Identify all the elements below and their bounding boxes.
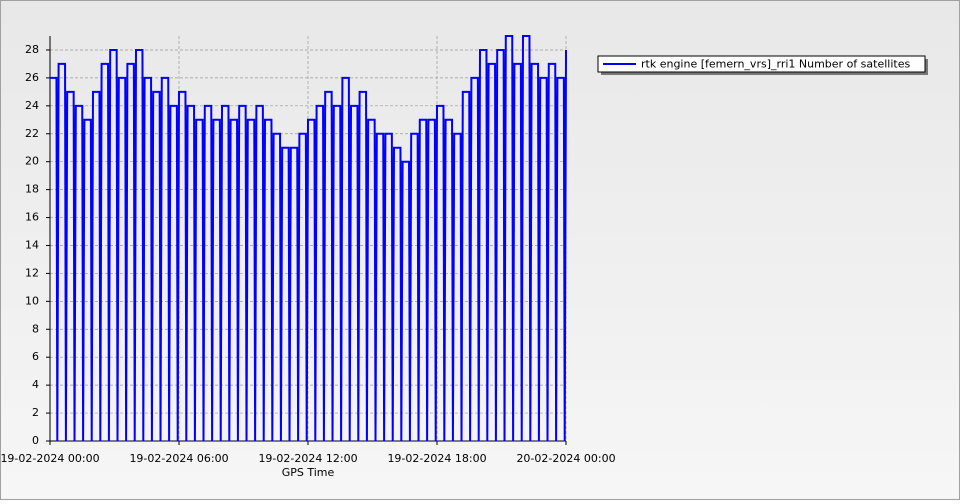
y-tick-label: 4 <box>32 378 39 391</box>
y-tick-label: 24 <box>25 99 39 112</box>
y-tick-label: 26 <box>25 71 39 84</box>
x-tick-label: 19-02-2024 12:00 <box>258 452 357 465</box>
y-tick-label: 10 <box>25 294 39 307</box>
x-tick-label: 19-02-2024 18:00 <box>387 452 486 465</box>
y-tick-label: 12 <box>25 266 39 279</box>
y-tick-label: 20 <box>25 155 39 168</box>
y-tick-label: 0 <box>32 434 39 447</box>
y-tick-label: 8 <box>32 322 39 335</box>
y-tick-label: 16 <box>25 211 39 224</box>
x-tick-label: 20-02-2024 00:00 <box>516 452 615 465</box>
y-tick-label: 18 <box>25 183 39 196</box>
y-tick-label: 22 <box>25 127 39 140</box>
x-tick-label: 19-02-2024 06:00 <box>129 452 228 465</box>
legend: rtk engine [femern_vrs]_rri1 Number of s… <box>597 55 928 75</box>
x-tick-label: 19-02-2024 00:00 <box>0 452 99 465</box>
legend-box <box>597 55 926 73</box>
legend-label: rtk engine [femern_vrs]_rri1 Number of s… <box>641 58 910 71</box>
x-axis-label: GPS Time <box>282 466 335 479</box>
y-tick-label: 28 <box>25 43 39 56</box>
y-tick-label: 6 <box>32 350 39 363</box>
y-tick-label: 2 <box>32 406 39 419</box>
y-tick-label: 14 <box>25 238 39 251</box>
data-line <box>50 35 567 442</box>
